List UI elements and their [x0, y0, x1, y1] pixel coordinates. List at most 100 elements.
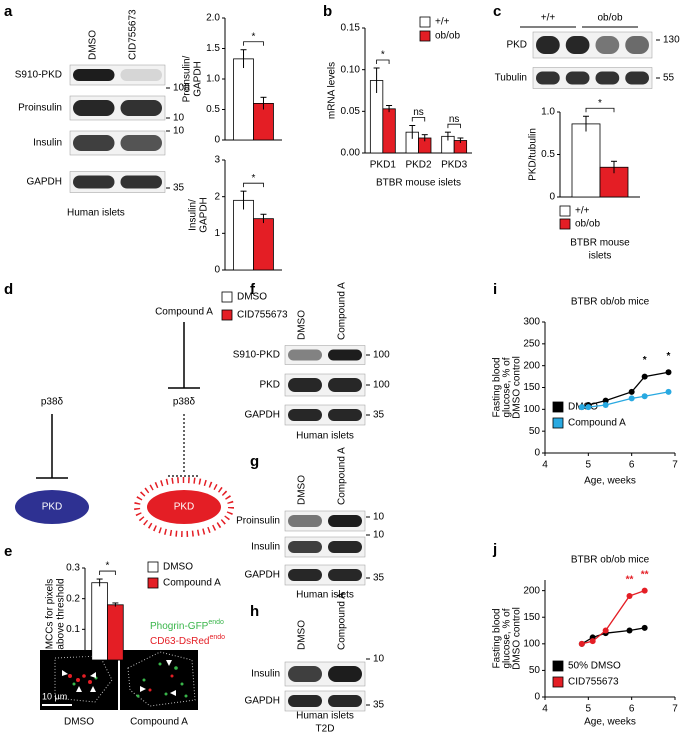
- legend-swatch: [221, 291, 233, 303]
- lane-label: +/+: [541, 13, 556, 24]
- y-tick-label: 0.10: [341, 64, 361, 75]
- row-label: Insulin: [251, 669, 280, 680]
- legend-label: +/+: [435, 17, 450, 28]
- blot-band: [288, 695, 322, 707]
- blot-band: [328, 409, 362, 421]
- channel-name: Phogrin-GFP: [150, 621, 209, 632]
- legend-label: Compound A: [163, 578, 221, 589]
- data-point: [641, 587, 648, 594]
- blot-band: [595, 36, 620, 54]
- pathway-diagram: Compound A p38δ p38δ PKD PKD: [15, 307, 234, 537]
- blot-band: [536, 71, 560, 85]
- data-point: [628, 395, 635, 402]
- blot-band: [288, 541, 322, 553]
- y-axis-label: mRNA levels: [327, 62, 338, 119]
- mw-marker: 100: [373, 350, 390, 361]
- y-axis-label: above threshold: [56, 578, 67, 649]
- x-tick-label: 5: [586, 460, 592, 471]
- legend-swatch: [147, 561, 159, 573]
- x-axis-label: BTBR mouse: [570, 238, 630, 249]
- channel-sup: endo: [209, 634, 225, 641]
- data-point: [641, 624, 648, 631]
- y-tick-label: 300: [523, 317, 540, 328]
- data-point: [585, 404, 592, 411]
- significance-bracket: [447, 123, 461, 129]
- blot-band: [73, 135, 115, 151]
- significance-label: *: [598, 98, 602, 109]
- lane-label: Compound A: [337, 447, 348, 505]
- row-label: GAPDH: [244, 570, 280, 581]
- legend-swatch: [559, 205, 571, 217]
- significance-bracket: [376, 59, 390, 64]
- y-tick-label: 0.00: [341, 148, 361, 159]
- mw-marker: 10: [173, 126, 185, 137]
- data-point: [602, 627, 609, 634]
- y-tick-label: 50: [529, 665, 541, 676]
- kinase-label: p38δ: [41, 397, 64, 408]
- y-axis-label: Fasting blood: [492, 357, 503, 417]
- data-point: [628, 388, 635, 395]
- significance-label: ns: [413, 107, 424, 118]
- panel-letter: b: [323, 3, 332, 20]
- legend-swatch: [221, 309, 233, 321]
- legend-label: DMSO: [163, 562, 193, 573]
- pkd-label: PKD: [174, 502, 195, 513]
- row-label: Proinsulin: [236, 516, 280, 527]
- x-axis-label: Age, weeks: [584, 717, 636, 728]
- mw-marker: 10: [173, 113, 185, 124]
- lane-label: Compound A: [337, 282, 348, 340]
- row-label: PKD: [259, 380, 280, 391]
- kinase-label: p38δ: [173, 397, 196, 408]
- blot-band: [328, 666, 362, 682]
- bar: [91, 582, 108, 661]
- blot-band: [73, 69, 115, 81]
- panel-letter: h: [250, 603, 259, 620]
- y-tick-label: 0.05: [341, 106, 361, 117]
- x-axis-label: islets: [589, 251, 612, 262]
- x-tick-label: 7: [672, 704, 678, 715]
- channel-label: Phogrin-GFPendo: [150, 619, 224, 632]
- significance-label: *: [667, 351, 671, 362]
- x-tick-label: 6: [629, 460, 635, 471]
- channel-name: CD63-DsRed: [150, 636, 209, 647]
- blot-band: [328, 569, 362, 581]
- mw-marker: 100: [173, 83, 190, 94]
- row-label: Insulin: [33, 138, 62, 149]
- y-tick-label: 0.15: [341, 23, 361, 34]
- blot-band: [120, 100, 162, 116]
- bar: [107, 604, 124, 661]
- row-label: Insulin: [251, 542, 280, 553]
- blot-band: [288, 515, 322, 527]
- significance-bracket: [243, 182, 264, 188]
- blot-band: [120, 69, 162, 81]
- significance-label: *: [643, 355, 647, 366]
- mw-marker: 10: [373, 512, 385, 523]
- panel-letter: f: [250, 281, 256, 298]
- panel-letter: g: [250, 453, 259, 470]
- legend-label: ob/ob: [435, 31, 460, 42]
- y-axis-label: glucose, % of: [502, 608, 513, 668]
- mw-marker: 35: [373, 700, 385, 711]
- blot-band: [288, 666, 322, 682]
- blot-band: [120, 135, 162, 151]
- panel-letter: d: [4, 281, 13, 298]
- legend-label: 50% DMSO: [568, 661, 621, 672]
- mw-marker: 130: [663, 35, 680, 46]
- row-label: Proinsulin: [18, 103, 62, 114]
- image-caption: DMSO: [64, 717, 94, 728]
- y-tick-label: 0.2: [66, 593, 80, 604]
- panel-letter: e: [4, 543, 12, 560]
- blot-band: [565, 36, 590, 54]
- significance-label: ns: [449, 114, 460, 125]
- row-label: GAPDH: [26, 177, 62, 188]
- blot-band: [73, 100, 115, 116]
- mw-marker: 35: [373, 410, 385, 421]
- significance-label: *: [252, 173, 256, 184]
- blot-band: [328, 515, 362, 527]
- blot-band: [595, 71, 620, 85]
- bar: [253, 218, 274, 271]
- row-label: S910-PKD: [15, 70, 62, 81]
- chart-title: BTBR ob/ob mice: [571, 555, 650, 566]
- bar: [233, 58, 254, 141]
